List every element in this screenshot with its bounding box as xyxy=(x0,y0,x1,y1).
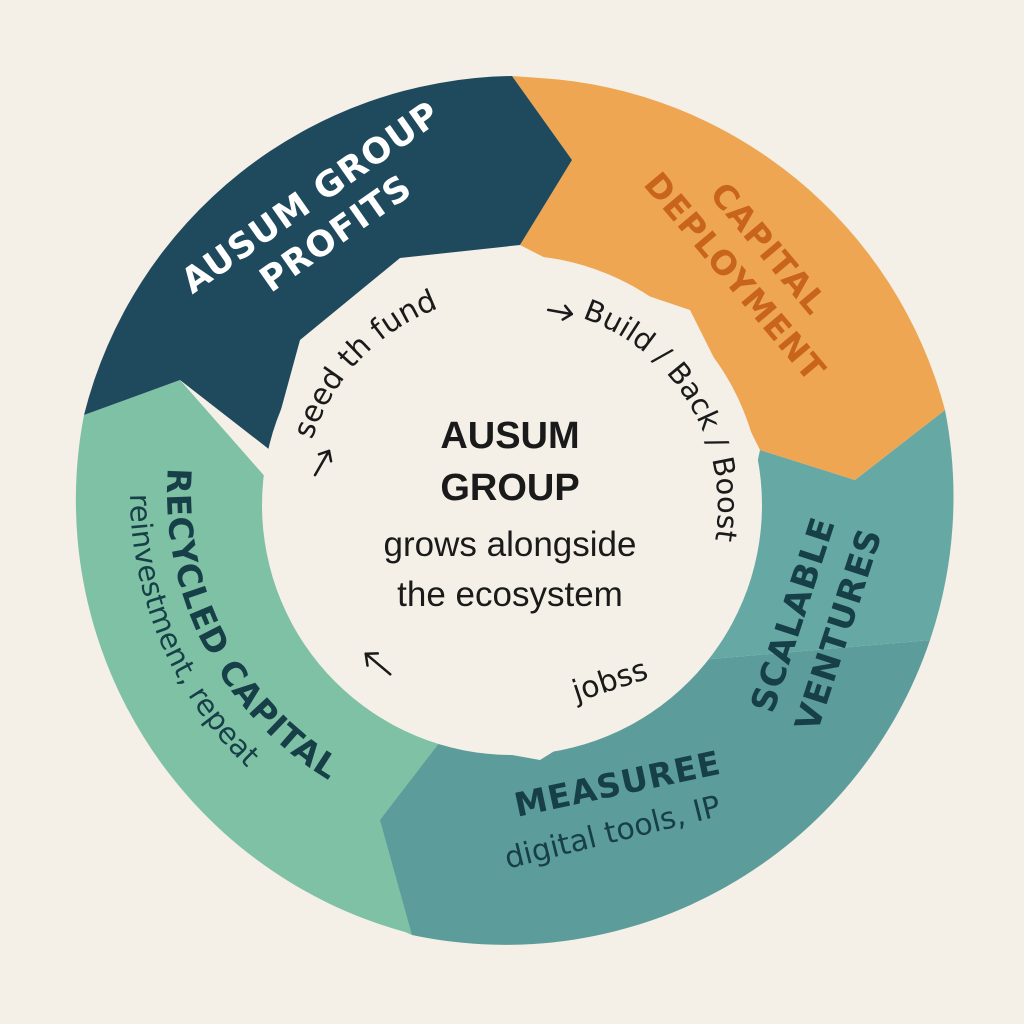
segment-measure xyxy=(380,640,930,945)
arrow-seed-icon xyxy=(313,449,333,477)
segment-recycled-capital xyxy=(75,380,441,935)
center-disc xyxy=(262,255,762,755)
arrow-build-icon xyxy=(546,304,574,321)
center-title-line1: AUSUM xyxy=(440,415,579,457)
arrow-recycle-icon xyxy=(364,652,392,676)
segment-capital-deployment xyxy=(512,76,945,480)
segment-scalable-ventures xyxy=(700,410,954,660)
segment-ausum-group-profits xyxy=(84,76,572,450)
center-title-line2: GROUP xyxy=(440,467,579,509)
center-subtitle-line1: grows alongside xyxy=(384,525,637,564)
center-subtitle-line2: the ecosystem xyxy=(397,575,623,614)
